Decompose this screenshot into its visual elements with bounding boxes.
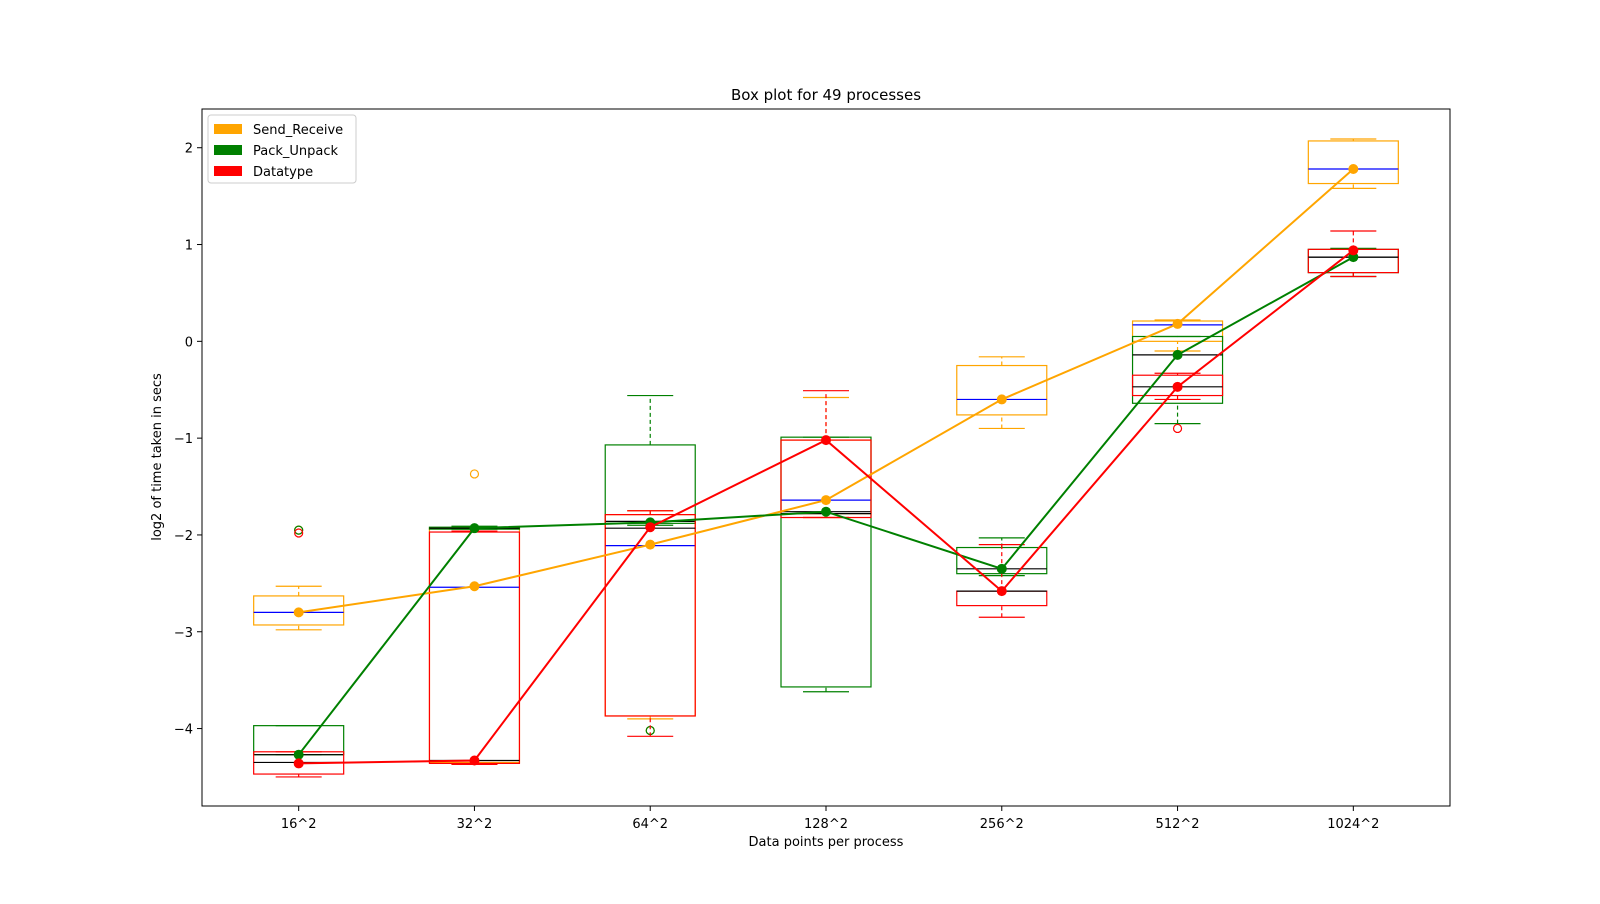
x-tick-label: 128^2	[804, 817, 848, 832]
series-means-send-receive	[293, 164, 1359, 618]
mean-point	[469, 755, 480, 766]
mean-point	[996, 394, 1007, 405]
outlier-point	[294, 528, 304, 538]
mean-point	[469, 523, 480, 534]
mean-point	[1172, 381, 1183, 392]
mean-point	[645, 522, 656, 533]
mean-point	[996, 563, 1007, 574]
box	[604, 514, 696, 717]
legend-label: Datatype	[253, 165, 313, 180]
legend-swatch	[214, 166, 242, 176]
y-tick-label: 0	[185, 335, 193, 350]
x-tick-label: 1024^2	[1327, 817, 1379, 832]
mean-point	[293, 607, 304, 618]
y-tick-label: −2	[174, 529, 193, 544]
legend-swatch	[214, 124, 242, 134]
outlier-point	[469, 469, 480, 479]
mean-point	[821, 506, 831, 517]
mean-point	[293, 749, 304, 760]
box	[1131, 374, 1224, 397]
x-tick-label: 256^2	[980, 817, 1024, 832]
mean-point	[293, 758, 304, 769]
x-axis-label: Data points per process	[749, 835, 904, 850]
x-tick-label: 16^2	[281, 817, 317, 832]
mean-point	[821, 435, 831, 446]
mean-point	[645, 539, 656, 550]
y-tick-label: −1	[174, 432, 193, 447]
mean-point	[1172, 318, 1183, 329]
outlier-point	[1172, 423, 1183, 434]
y-axis: −4 −3 −2 −1 0 1 2	[174, 142, 202, 738]
chart-title: Box plot for 49 processes	[731, 86, 921, 104]
legend-frame	[207, 114, 357, 184]
mean-point	[821, 495, 831, 506]
legend: Send_Receive Pack_Unpack Datatype	[207, 114, 357, 184]
x-tick-label: 32^2	[457, 817, 493, 832]
mean-point	[996, 586, 1007, 597]
mean-point	[1172, 349, 1183, 360]
series-means-datatype	[293, 245, 1359, 769]
mean-point	[1348, 164, 1359, 175]
box	[1131, 335, 1224, 404]
y-tick-label: −3	[174, 626, 193, 641]
legend-swatch	[214, 145, 242, 155]
y-tick-label: −4	[174, 723, 193, 738]
y-axis-label: log2 of time taken in secs	[150, 373, 165, 541]
x-tick-label: 512^2	[1156, 817, 1200, 832]
box	[956, 364, 1048, 416]
legend-label: Pack_Unpack	[253, 144, 339, 159]
y-tick-label: 2	[185, 142, 193, 157]
outlier-point	[294, 525, 304, 535]
legend-label: Send_Receive	[253, 123, 343, 138]
plot-content	[253, 138, 1399, 778]
box	[253, 595, 345, 626]
x-tick-label: 64^2	[632, 817, 668, 832]
mean-point	[1348, 245, 1359, 256]
x-axis: 16^2 32^2 64^2 128^2 256^2 512^2 1024^2	[281, 806, 1379, 832]
mean-point	[469, 581, 480, 592]
box	[1307, 140, 1399, 185]
y-tick-label: 1	[185, 239, 193, 254]
